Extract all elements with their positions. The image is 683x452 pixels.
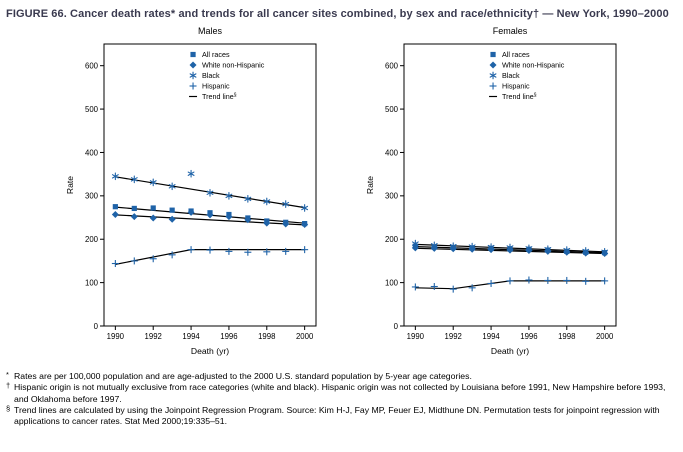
footnote-marker-section: § xyxy=(6,403,11,413)
svg-text:1994: 1994 xyxy=(182,332,200,341)
svg-text:1996: 1996 xyxy=(220,332,237,341)
svg-text:2000: 2000 xyxy=(596,332,614,341)
svg-text:Rate: Rate xyxy=(65,176,75,194)
males-chart-panel: Males 0 100 200 300 400 500 600 1990 1992 1994 199… xyxy=(62,24,324,368)
svg-text:Black: Black xyxy=(202,71,220,80)
svg-text:500: 500 xyxy=(85,105,99,114)
svg-text:Trend line§: Trend line§ xyxy=(202,92,237,101)
svg-text:100: 100 xyxy=(85,278,99,287)
svg-text:1990: 1990 xyxy=(407,332,425,341)
svg-text:1992: 1992 xyxy=(145,332,162,341)
svg-text:400: 400 xyxy=(385,148,399,157)
footnote-trend-lines: § Trend lines are calculated by using th… xyxy=(6,403,675,428)
svg-text:200: 200 xyxy=(385,235,399,244)
svg-text:1996: 1996 xyxy=(520,332,537,341)
females-chart-title: Females xyxy=(492,26,528,36)
svg-text:White non-Hispanic: White non-Hispanic xyxy=(202,61,265,70)
svg-text:All races: All races xyxy=(202,50,230,59)
males-chart-title: Males xyxy=(197,26,222,36)
females-chart-panel: Females 0 100 200 300 400 500 600 1990 1992 1994 1… xyxy=(362,24,624,368)
footnote-text: Trend lines are calculated by using the … xyxy=(14,404,660,427)
svg-text:Hispanic: Hispanic xyxy=(502,82,530,91)
svg-text:Death (yr): Death (yr) xyxy=(191,346,229,356)
footnote-hispanic-origin: † Hispanic origin is not mutually exclus… xyxy=(6,381,675,405)
svg-text:All races: All races xyxy=(502,50,530,59)
svg-text:1990: 1990 xyxy=(107,332,125,341)
svg-text:Death (yr): Death (yr) xyxy=(491,346,529,356)
svg-text:2000: 2000 xyxy=(296,332,314,341)
footnote-marker-asterisk: * xyxy=(6,370,9,379)
footnotes: * Rates are per 100,000 population and a… xyxy=(0,368,683,428)
svg-text:Trend line§: Trend line§ xyxy=(502,92,537,101)
charts-row: Males 0 100 200 300 400 500 600 1990 1992 1994 199… xyxy=(0,24,683,368)
footnote-text: Rates are per 100,000 population and are… xyxy=(14,371,472,381)
svg-text:0: 0 xyxy=(94,322,99,331)
females-chart: 0 100 200 300 400 500 600 1990 1992 1994 1996 1998 2… xyxy=(365,43,617,356)
figure-title: FIGURE 66. Cancer death rates* and trend… xyxy=(6,8,669,20)
svg-text:1992: 1992 xyxy=(445,332,462,341)
males-chart: 0 100 200 300 400 500 600 1990 1992 1994 1996 1998 2… xyxy=(65,43,317,356)
footnote-text: Hispanic origin is not mutually exclusiv… xyxy=(14,382,666,404)
svg-text:300: 300 xyxy=(85,192,99,201)
svg-text:600: 600 xyxy=(385,61,399,70)
svg-text:White non-Hispanic: White non-Hispanic xyxy=(502,61,565,70)
svg-text:Hispanic: Hispanic xyxy=(202,82,230,91)
svg-text:600: 600 xyxy=(85,61,99,70)
footnote-rates: * Rates are per 100,000 population and a… xyxy=(6,370,675,382)
svg-text:300: 300 xyxy=(385,192,399,201)
footnote-marker-dagger: † xyxy=(6,381,11,391)
svg-text:Rate: Rate xyxy=(365,176,375,194)
svg-text:1998: 1998 xyxy=(258,332,275,341)
svg-text:0: 0 xyxy=(394,322,399,331)
svg-text:500: 500 xyxy=(385,105,399,114)
svg-text:1994: 1994 xyxy=(482,332,500,341)
svg-text:100: 100 xyxy=(385,278,399,287)
svg-text:Black: Black xyxy=(502,71,520,80)
svg-text:1998: 1998 xyxy=(558,332,575,341)
svg-text:200: 200 xyxy=(85,235,99,244)
svg-text:400: 400 xyxy=(85,148,99,157)
